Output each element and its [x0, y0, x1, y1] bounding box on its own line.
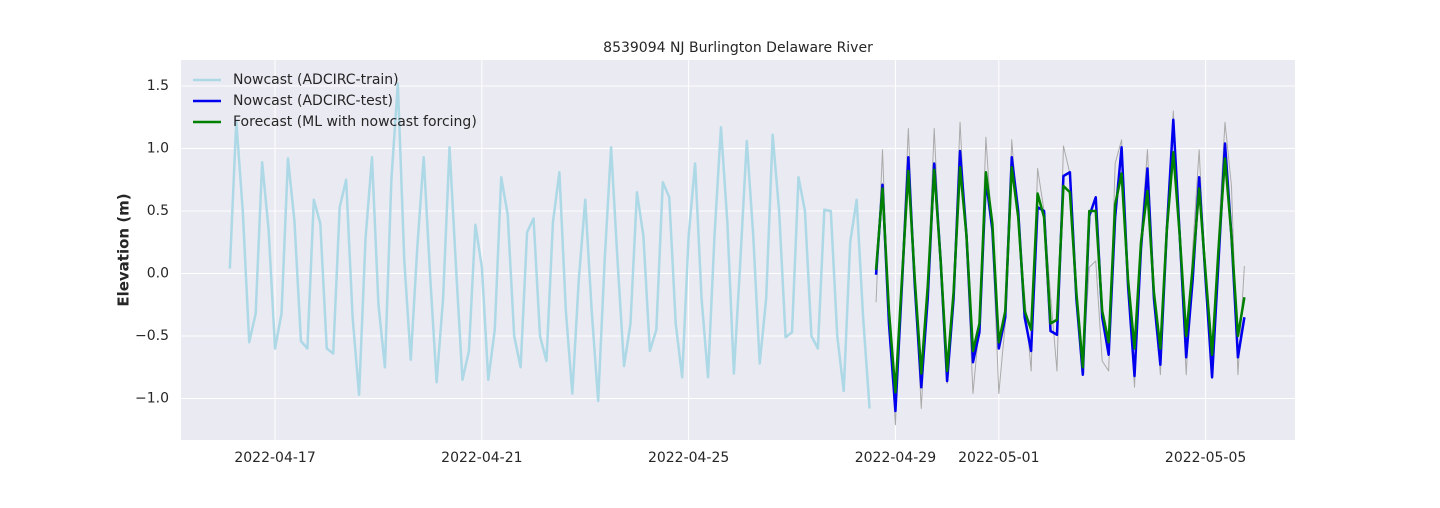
x-tick-label: 2022-05-01 — [958, 450, 1039, 466]
x-tick-label: 2022-04-17 — [234, 450, 315, 466]
legend-label: Nowcast (ADCIRC-test) — [233, 93, 393, 109]
x-tick-label: 2022-05-05 — [1165, 450, 1246, 466]
legend-label: Nowcast (ADCIRC-train) — [233, 72, 399, 88]
y-axis-label: Elevation (m) — [115, 193, 133, 306]
x-tick-label: 2022-04-21 — [441, 450, 522, 466]
chart-title: 8539094 NJ Burlington Delaware River — [603, 40, 873, 56]
x-tick-label: 2022-04-25 — [648, 450, 729, 466]
x-tick-label: 2022-04-29 — [855, 450, 936, 466]
y-tick-label: 1.0 — [147, 141, 169, 157]
series-line — [228, 82, 871, 409]
y-tick-label: 0.0 — [147, 266, 169, 282]
plot-area — [181, 60, 1295, 440]
y-tick-label: −1.0 — [135, 391, 169, 407]
y-tick-label: 1.5 — [147, 78, 169, 94]
series-line — [874, 151, 1246, 394]
y-tick-label: −0.5 — [135, 328, 169, 344]
legend-label: Forecast (ML with nowcast forcing) — [233, 114, 477, 130]
y-tick-label: 0.5 — [147, 203, 169, 219]
